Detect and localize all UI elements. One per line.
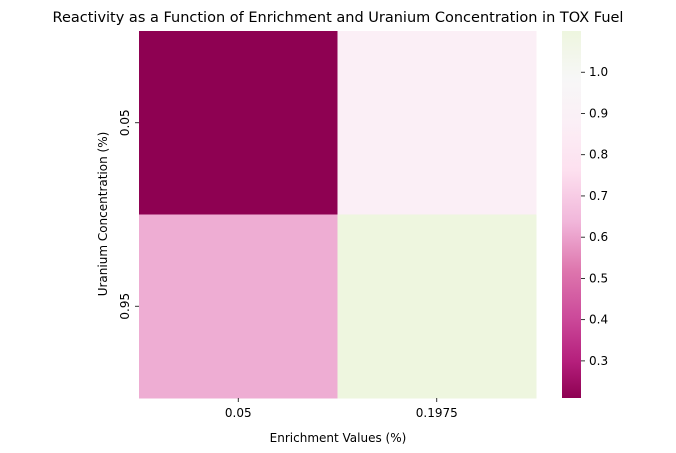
colorbar-tick-label: 1.0 (589, 65, 608, 79)
heatmap-cell-r1-c1 (337, 214, 537, 399)
colorbar-tick-label: 0.3 (589, 354, 608, 368)
colorbar-tick-label: 0.5 (589, 271, 608, 285)
colorbar-tick-label: 0.9 (589, 106, 608, 120)
x-axis-label: Enrichment Values (%) (270, 431, 407, 445)
heatmap-cell-r0-c1 (337, 31, 537, 215)
colorbar-tick-label: 0.4 (589, 313, 608, 327)
colorbar-ticks: 0.3 0.4 0.5 0.6 0.7 0.8 0.9 1.0 (581, 65, 608, 368)
colorbar-tick-label: 0.7 (589, 189, 608, 203)
heatmap-cell-r0-c0 (139, 31, 338, 215)
colorbar-tick-label: 0.8 (589, 148, 608, 162)
x-tick-label: 0.1975 (416, 406, 458, 420)
colorbar-tick-label: 0.6 (589, 230, 608, 244)
heatmap-cell-r1-c0 (139, 214, 338, 399)
colorbar (562, 31, 581, 398)
y-axis-label: Uranium Concentration (%) (96, 132, 110, 297)
y-tick-label: 0.05 (118, 109, 132, 136)
chart-title: Reactivity as a Function of Enrichment a… (53, 10, 624, 26)
y-axis-ticks: 0.05 0.95 (118, 109, 139, 320)
y-tick-label: 0.95 (118, 293, 132, 320)
x-axis-ticks: 0.05 0.1975 (225, 398, 458, 420)
x-tick-label: 0.05 (225, 406, 252, 420)
heatmap-cells (139, 31, 537, 399)
